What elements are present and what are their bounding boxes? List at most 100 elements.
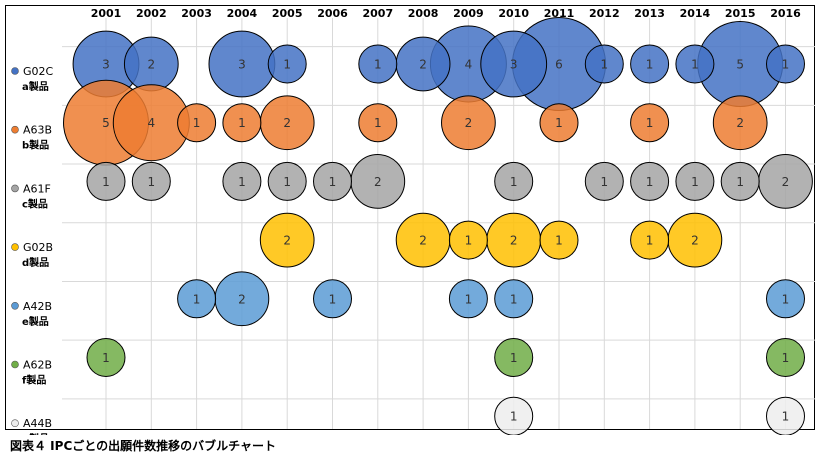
bubble-value-label: 6 xyxy=(555,58,563,72)
bubble xyxy=(539,220,579,260)
row-code-label: G02B xyxy=(23,241,53,254)
bubble-value-label: 3 xyxy=(510,58,518,72)
legend-marker xyxy=(11,67,19,75)
bubble-value-label: 1 xyxy=(374,116,382,130)
bubble xyxy=(630,161,670,201)
year-label: 2008 xyxy=(408,7,439,20)
bubble-value-label: 1 xyxy=(102,175,110,189)
bubble-value-label: 2 xyxy=(147,58,155,72)
bubble-value-label: 1 xyxy=(147,175,155,189)
bubble-value-label: 1 xyxy=(510,351,518,365)
bubble-value-label: 1 xyxy=(646,116,654,130)
bubble-value-label: 2 xyxy=(782,175,790,189)
bubble-value-label: 1 xyxy=(102,351,110,365)
bubble-value-label: 1 xyxy=(238,175,246,189)
bubble-value-label: 1 xyxy=(329,175,337,189)
row-product-label: a製品 xyxy=(22,80,49,93)
bubble xyxy=(712,95,768,151)
bubble xyxy=(222,161,262,201)
bubble-value-label: 1 xyxy=(238,116,246,130)
year-label: 2002 xyxy=(136,7,167,20)
bubble xyxy=(766,338,805,377)
bubble-value-label: 1 xyxy=(782,58,790,72)
bubble-value-label: 2 xyxy=(510,234,518,248)
bubble-value-label: 2 xyxy=(374,175,382,189)
bubble-chart: 2001 2002 2003 2004 2005 2006 2007 2008 2009 2010… xyxy=(11,7,815,435)
bubble xyxy=(313,279,352,319)
bubble-value-label: 3 xyxy=(238,58,246,72)
bubble-value-label: 1 xyxy=(193,116,201,130)
bubble xyxy=(177,279,217,319)
bubble xyxy=(441,95,496,151)
bubble-value-label: 1 xyxy=(782,292,790,306)
bubble xyxy=(267,44,307,84)
bubble xyxy=(131,161,171,201)
bubble xyxy=(480,30,548,98)
bubble-value-label: 1 xyxy=(510,175,518,189)
bubble-value-label: 1 xyxy=(283,58,291,72)
bubble-value-label: 1 xyxy=(555,234,563,248)
row-code-label: A61F xyxy=(23,182,51,195)
bubble-value-label: 1 xyxy=(465,234,473,248)
legend-marker xyxy=(11,243,19,251)
bubble-value-label: 1 xyxy=(646,58,654,72)
bubble-value-label: 1 xyxy=(600,175,608,189)
legend-marker xyxy=(11,125,19,134)
bubble xyxy=(358,103,398,143)
bubble-value-label: 1 xyxy=(736,175,744,189)
bubble-value-label: 4 xyxy=(147,116,155,130)
bubble-value-label: 1 xyxy=(329,292,337,306)
year-label: 2004 xyxy=(227,7,258,20)
year-label: 2015 xyxy=(725,7,756,20)
bubble xyxy=(448,279,488,319)
bubble xyxy=(222,103,262,143)
bubble xyxy=(494,161,534,201)
row-code-label: G02C xyxy=(23,65,54,78)
bubble-value-label: 1 xyxy=(691,58,699,72)
bubble-value-label: 1 xyxy=(510,410,518,424)
bubble xyxy=(494,279,534,319)
bubble-value-label: 1 xyxy=(465,292,473,306)
row-code-label: A62B xyxy=(23,359,52,372)
year-label: 2006 xyxy=(317,7,348,20)
bubble-value-label: 2 xyxy=(283,234,291,248)
bubble xyxy=(358,44,398,84)
bubble-value-label: 2 xyxy=(419,58,427,72)
bubble-value-label: 2 xyxy=(691,234,699,248)
bubble-value-label: 5 xyxy=(102,116,110,130)
bubble xyxy=(448,220,488,260)
bubble-value-label: 1 xyxy=(646,234,654,248)
legend-marker xyxy=(11,419,19,428)
bubble-value-label: 2 xyxy=(419,234,427,248)
bubble xyxy=(313,161,352,201)
bubble xyxy=(494,396,534,435)
bubble-value-label: 1 xyxy=(646,175,654,189)
year-label: 2007 xyxy=(362,7,393,20)
bubble xyxy=(675,44,715,84)
year-label: 2014 xyxy=(680,7,711,20)
row-product-label: b製品 xyxy=(22,139,49,152)
bubble-value-label: 2 xyxy=(238,292,246,306)
row-code-label: A63B xyxy=(23,124,52,137)
bubble xyxy=(584,44,624,84)
bubble-value-label: 1 xyxy=(283,175,291,189)
year-label: 2003 xyxy=(181,7,212,20)
row-product-label: g製品 xyxy=(22,432,49,435)
bubble xyxy=(630,103,670,143)
bubble xyxy=(584,161,624,201)
year-label: 2013 xyxy=(634,7,665,20)
year-label: 2001 xyxy=(91,7,122,20)
legend-marker xyxy=(11,301,19,310)
row-product-label: f製品 xyxy=(22,374,46,387)
bubble xyxy=(86,161,126,201)
bubble xyxy=(494,338,534,377)
figure-caption: 図表４ IPCごとの出願件数推移のバブルチャート xyxy=(10,439,277,453)
row-product-label: d製品 xyxy=(22,256,49,269)
year-label: 2005 xyxy=(272,7,303,20)
bubble xyxy=(675,161,715,201)
bubble xyxy=(720,161,760,201)
bubble-value-label: 1 xyxy=(510,292,518,306)
bubble-value-label: 1 xyxy=(600,58,608,72)
bubble-value-label: 1 xyxy=(691,175,699,189)
bubble-value-label: 2 xyxy=(465,116,473,130)
